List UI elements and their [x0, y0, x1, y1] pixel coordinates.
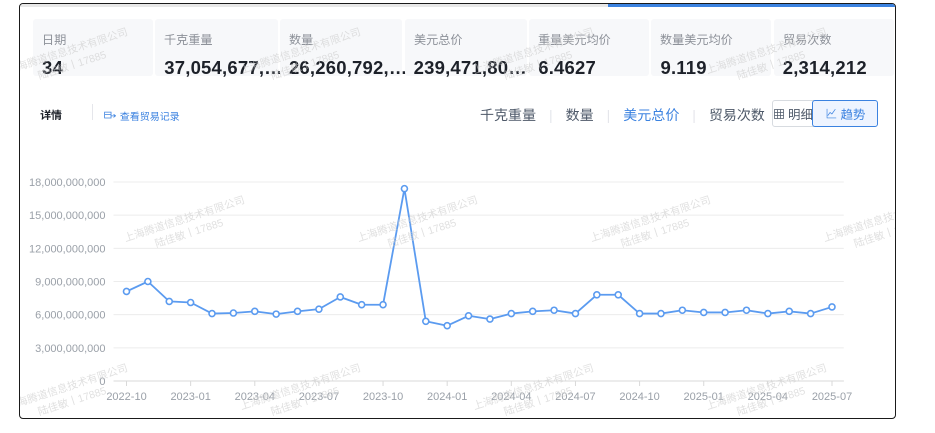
svg-text:2024-04: 2024-04: [491, 391, 531, 403]
svg-text:2024-10: 2024-10: [619, 391, 659, 403]
svg-text:6,000,000,000: 6,000,000,000: [35, 310, 105, 322]
svg-text:2025-04: 2025-04: [748, 391, 788, 403]
svg-text:2023-01: 2023-01: [170, 391, 210, 403]
svg-text:2025-01: 2025-01: [684, 391, 724, 403]
svg-text:2022-10: 2022-10: [106, 391, 146, 403]
svg-text:0: 0: [99, 376, 105, 388]
svg-text:15,000,000,000: 15,000,000,000: [29, 210, 105, 222]
svg-text:2025-07: 2025-07: [812, 391, 852, 403]
svg-text:18,000,000,000: 18,000,000,000: [29, 177, 105, 189]
svg-text:2024-01: 2024-01: [427, 391, 467, 403]
svg-text:12,000,000,000: 12,000,000,000: [29, 243, 105, 255]
svg-text:9,000,000,000: 9,000,000,000: [35, 277, 105, 289]
svg-text:2023-10: 2023-10: [363, 391, 403, 403]
svg-text:3,000,000,000: 3,000,000,000: [35, 343, 105, 355]
svg-text:2023-04: 2023-04: [235, 391, 275, 403]
svg-text:2023-07: 2023-07: [299, 391, 339, 403]
svg-text:2024-07: 2024-07: [555, 391, 595, 403]
